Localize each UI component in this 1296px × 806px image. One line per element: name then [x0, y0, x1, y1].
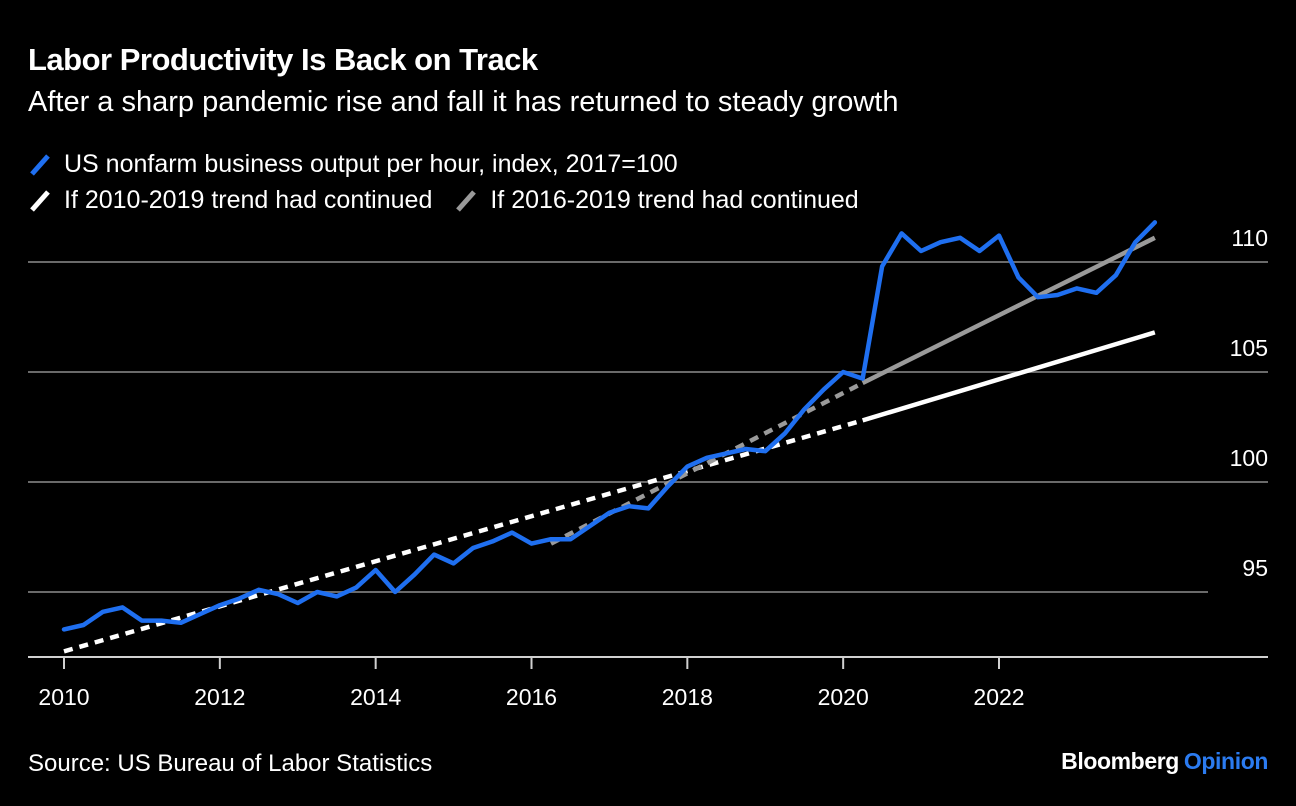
y-tick-label: 100 [1230, 445, 1268, 471]
brand-accent: Opinion [1183, 748, 1268, 774]
y-tick-label: 110 [1231, 225, 1268, 251]
legend-item-actual: US nonfarm business output per hour, ind… [28, 150, 678, 179]
legend-swatch-trend-2010 [30, 189, 50, 212]
legend-row-1: US nonfarm business output per hour, ind… [28, 150, 700, 179]
x-tick-label: 2012 [194, 684, 245, 710]
trend-line-2016-2019 [549, 380, 864, 546]
y-tick-label: 105 [1230, 335, 1268, 361]
x-tick-label: 2018 [662, 684, 713, 710]
legend-label-actual: US nonfarm business output per hour, ind… [64, 150, 678, 178]
chart-subtitle: After a sharp pandemic rise and fall it … [28, 86, 899, 118]
legend-swatch-trend-2016 [456, 189, 477, 212]
legend-swatch-actual [30, 153, 50, 176]
legend-label-trend-2010: If 2010-2019 trend had continued [64, 186, 433, 214]
productivity-series-line [61, 220, 1158, 632]
trend-line-2016-2019 [861, 235, 1156, 386]
trend-line-2010-2019 [63, 418, 864, 654]
legend-item-trend-2010: If 2010-2019 trend had continued [28, 186, 432, 215]
x-tick-label: 2014 [350, 684, 401, 710]
x-tick-label: 2010 [38, 684, 89, 710]
source-note: Source: US Bureau of Labor Statistics [28, 750, 433, 777]
x-tick-label: 2020 [818, 684, 869, 710]
trend-line-2010-2019 [861, 330, 1156, 423]
brand-logo: Bloomberg Opinion [1061, 748, 1268, 775]
y-tick-label: 95 [1242, 555, 1268, 581]
brand-main: Bloomberg [1061, 748, 1179, 774]
legend-item-trend-2016: If 2016-2019 trend had continued [454, 186, 859, 215]
x-tick-label: 2022 [973, 684, 1024, 710]
chart-title: Labor Productivity Is Back on Track [28, 42, 538, 77]
legend-row-2: If 2010-2019 trend had continued If 2016… [28, 186, 881, 215]
legend-label-trend-2016: If 2016-2019 trend had continued [490, 186, 859, 214]
x-tick-label: 2016 [506, 684, 557, 710]
